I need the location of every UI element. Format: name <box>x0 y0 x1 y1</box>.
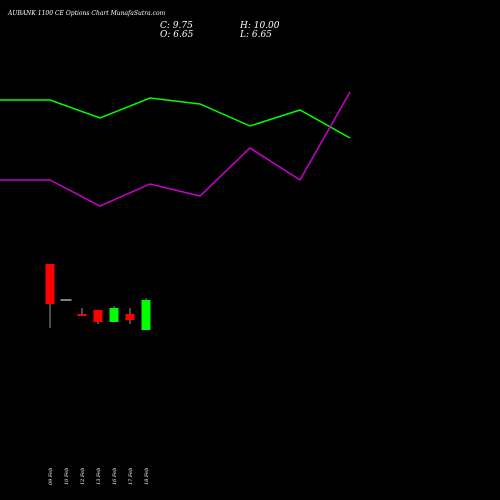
candle-16-feb <box>109 306 119 322</box>
x-tick-label: 13 Feb <box>96 468 102 485</box>
candle-body <box>93 310 103 322</box>
candle-body <box>125 314 135 320</box>
x-tick-label: 10 Feb <box>64 468 70 485</box>
close-label: C: 9.75 <box>160 21 193 31</box>
candlesticks <box>45 264 151 330</box>
candle-body <box>45 264 55 304</box>
high-label: H: 10.00 <box>239 21 280 31</box>
candle-body <box>77 314 87 316</box>
chart-title: AUBANK 1100 CE Options Chart MunafaSutra… <box>7 10 166 17</box>
x-tick-label: 18 Feb <box>144 468 150 485</box>
candle-13-feb <box>93 310 103 324</box>
x-tick-label: 09 Feb <box>48 468 54 485</box>
candle-body <box>141 300 151 330</box>
x-tick-label: 17 Feb <box>128 468 134 485</box>
candle-09-feb <box>45 264 55 328</box>
x-tick-label: 16 Feb <box>112 468 118 485</box>
x-axis-ticks: 09 Feb 10 Feb 12 Feb 13 Feb 16 Feb 17 Feb 18 F… <box>48 468 150 485</box>
candle-18-feb <box>141 298 151 330</box>
candle-17-feb <box>125 308 135 324</box>
candle-body <box>109 308 119 322</box>
x-tick-label: 12 Feb <box>80 468 86 485</box>
low-label: L: 6.65 <box>239 30 272 40</box>
overlay-line-1 <box>0 97 351 139</box>
overlay-lines <box>0 91 351 207</box>
overlay-line-2 <box>0 91 351 207</box>
candle-12-feb <box>77 308 87 316</box>
open-label: O: 6.65 <box>160 30 194 40</box>
